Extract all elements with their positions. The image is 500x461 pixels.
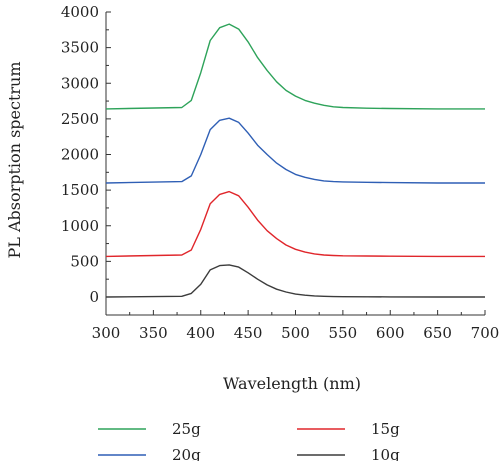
legend-label-25g: 25g <box>172 420 201 438</box>
axes: 0 500 1000 1500 2000 2500 3000 3500 4000 300 350 40… <box>61 3 500 342</box>
legend-label-10g: 10g <box>371 446 400 461</box>
y-tick-label: 1500 <box>61 181 99 199</box>
y-tick-label: 3500 <box>61 39 99 57</box>
x-tick-label: 700 <box>471 324 500 342</box>
x-tick-label: 450 <box>234 324 263 342</box>
axis-labels: Wavelength (nm) PL Absorption spectrum <box>5 61 361 393</box>
x-tick-label: 350 <box>139 324 168 342</box>
series-line-20g <box>105 117 485 184</box>
x-tick-label: 400 <box>186 324 215 342</box>
legend-label-15g: 15g <box>371 420 400 438</box>
y-tick-label: 0 <box>89 288 99 306</box>
y-tick-label: 2000 <box>61 146 99 164</box>
x-tick-label: 550 <box>329 324 358 342</box>
y-tick-label: 1000 <box>61 217 99 235</box>
x-tick-label: 600 <box>376 324 405 342</box>
y-tick-label: 2500 <box>61 110 99 128</box>
series-line-10g <box>105 264 485 298</box>
series-lines <box>105 23 485 298</box>
series-line-15g <box>105 190 485 258</box>
series-line-25g <box>105 23 485 110</box>
y-tick-label: 3000 <box>61 74 99 92</box>
legend: 25g 20g 15g 10g <box>98 420 400 461</box>
y-tick-label: 500 <box>70 252 99 270</box>
y-tick-label: 4000 <box>61 3 99 21</box>
y-axis-title: PL Absorption spectrum <box>5 61 24 258</box>
x-tick-label: 300 <box>92 324 121 342</box>
legend-label-20g: 20g <box>172 446 201 461</box>
x-tick-label: 650 <box>423 324 452 342</box>
x-axis-title: Wavelength (nm) <box>223 374 361 393</box>
x-tick-label: 500 <box>281 324 310 342</box>
